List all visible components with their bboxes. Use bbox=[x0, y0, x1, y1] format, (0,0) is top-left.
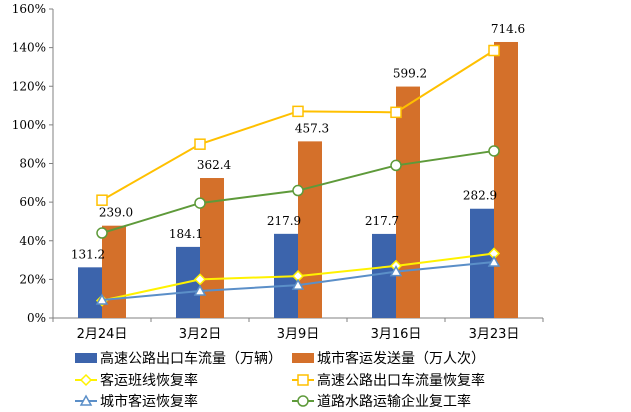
point-marker bbox=[96, 194, 108, 206]
point-marker bbox=[194, 197, 206, 209]
bar-data-label: 457.3 bbox=[295, 121, 329, 135]
point-marker bbox=[96, 227, 108, 239]
y-tick-label: 20% bbox=[19, 272, 46, 286]
axes: 0% 20% 40% 60% 80% 100% 120% 140% 160% 2月24日 3月2日 3… bbox=[12, 2, 544, 342]
bar-data-label: 217.9 bbox=[267, 214, 301, 228]
y-tick-label: 80% bbox=[19, 157, 46, 171]
legend-marker bbox=[79, 394, 93, 406]
legend-label: 高速公路出口车流量恢复率 bbox=[317, 372, 485, 389]
bar bbox=[396, 86, 420, 319]
y-tick-label: 100% bbox=[12, 118, 46, 132]
legend-marker bbox=[297, 395, 309, 407]
bar-data-label: 217.7 bbox=[365, 214, 399, 228]
point-marker bbox=[488, 44, 500, 57]
x-tick-label: 3月16日 bbox=[371, 327, 422, 342]
lines bbox=[95, 44, 501, 307]
bar bbox=[78, 267, 102, 318]
bar bbox=[494, 41, 518, 318]
legend-label: 道路水路运输企业复工率 bbox=[317, 393, 471, 410]
point-marker bbox=[292, 184, 304, 197]
point-marker bbox=[194, 138, 206, 150]
legend-marker bbox=[79, 373, 93, 387]
x-tick-label: 3月9日 bbox=[277, 327, 320, 342]
bar-data-label: 599.2 bbox=[393, 67, 427, 81]
bar-data-label: 239.0 bbox=[99, 206, 133, 220]
legend-label: 城市客运恢复率 bbox=[100, 393, 198, 410]
x-tick-label: 3月2日 bbox=[179, 327, 222, 342]
bar-data-label: 184.1 bbox=[169, 227, 203, 241]
y-tick-label: 0% bbox=[27, 311, 46, 325]
point-marker bbox=[488, 145, 500, 157]
y-tick-label: 160% bbox=[12, 2, 46, 16]
x-tick-label: 2月24日 bbox=[77, 327, 128, 342]
bar-data-label: 714.6 bbox=[491, 22, 525, 36]
legend-swatch bbox=[292, 353, 314, 363]
point-marker bbox=[95, 293, 109, 305]
point-marker bbox=[193, 273, 207, 286]
point-marker bbox=[389, 265, 403, 277]
y-tick-label: 40% bbox=[19, 234, 46, 248]
data-labels: 131.2 184.1 217.9 217.7 282.9 239.0 362.4 457.3… bbox=[71, 22, 525, 261]
legend-label: 城市客运发送量（万人次） bbox=[317, 350, 485, 367]
bar-data-label: 362.4 bbox=[197, 158, 232, 172]
point-marker bbox=[390, 106, 402, 119]
point-marker bbox=[193, 284, 207, 296]
point-marker bbox=[291, 278, 305, 290]
legend: 高速公路出口车流量（万辆） 城市客运发送量（万人次） 客运班线恢复率 高速公路出口车流… bbox=[75, 350, 485, 410]
point-marker bbox=[292, 105, 304, 118]
bar bbox=[298, 141, 322, 318]
bar-data-label: 131.2 bbox=[71, 247, 105, 261]
x-tick-label: 3月23日 bbox=[469, 327, 520, 342]
legend-label: 客运班线恢复率 bbox=[100, 372, 198, 389]
y-tick-label: 140% bbox=[12, 41, 46, 55]
point-marker bbox=[390, 159, 402, 172]
point-marker bbox=[487, 255, 501, 267]
y-tick-label: 60% bbox=[19, 195, 46, 209]
y-tick-label: 120% bbox=[12, 79, 46, 93]
legend-swatch bbox=[75, 353, 97, 363]
legend-label: 高速公路出口车流量（万辆） bbox=[100, 350, 282, 367]
bar-data-label: 282.9 bbox=[463, 189, 497, 203]
legend-marker bbox=[297, 374, 309, 386]
